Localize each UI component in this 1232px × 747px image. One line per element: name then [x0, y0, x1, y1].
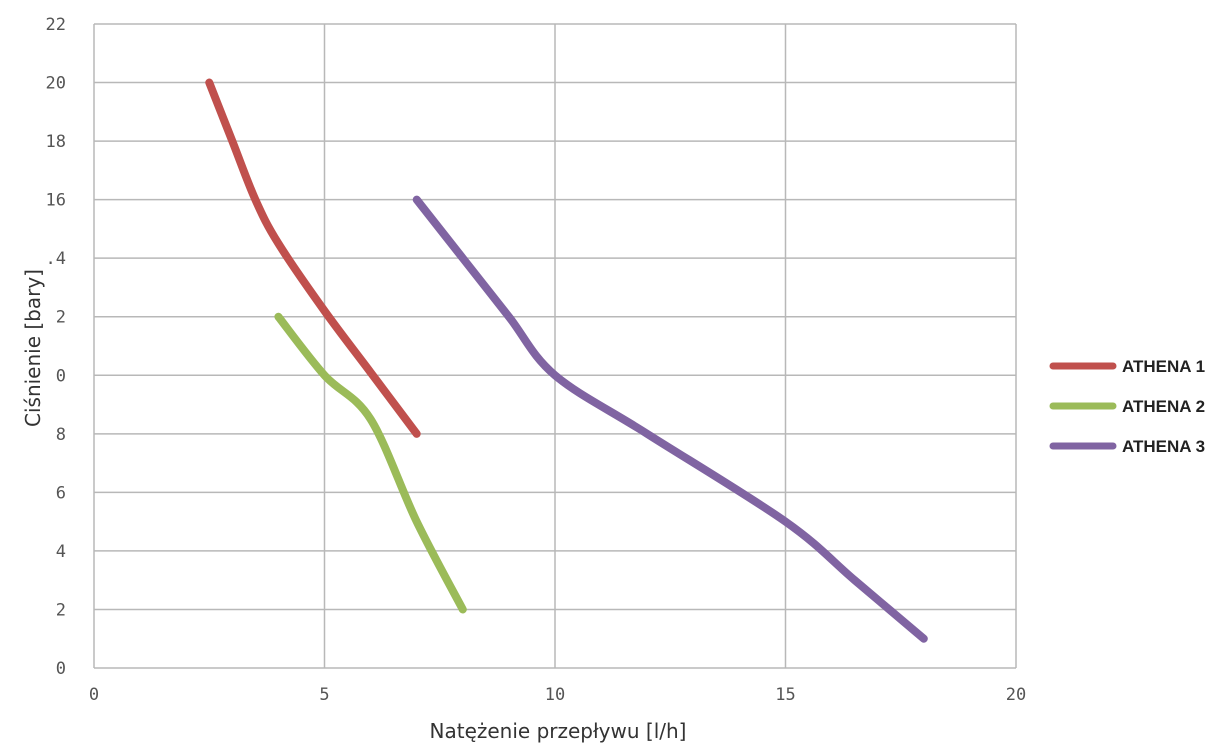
- x-axis-label: Natężenie przepływu [l/h]: [430, 719, 687, 743]
- x-tick-label: 5: [319, 685, 329, 705]
- legend: ATHENA 1 ATHENA 2 ATHENA 3: [1049, 357, 1205, 456]
- y-tick-label: 0: [56, 366, 66, 386]
- series-line-2: [274, 312, 467, 614]
- x-tick-label: 20: [1006, 685, 1026, 705]
- legend-label-2: ATHENA 2: [1122, 397, 1205, 416]
- y-tick-label: 20: [46, 74, 66, 94]
- x-tick-label: 0: [89, 685, 99, 705]
- x-tick-label: 10: [545, 685, 565, 705]
- y-tick-label: 16: [46, 191, 66, 211]
- y-tick-label: 2: [56, 600, 66, 620]
- y-tick-labels: 0 2 4 6 8 0 2 .4 16 18 20 22: [46, 15, 66, 679]
- y-tick-label: 8: [56, 425, 66, 445]
- y-axis-label: Ciśnienie [bary]: [21, 269, 45, 427]
- legend-label-3: ATHENA 3: [1122, 437, 1205, 456]
- series-line-1: [205, 78, 421, 438]
- series-line-3: [412, 195, 928, 643]
- y-tick-label: 22: [46, 15, 66, 35]
- x-tick-labels: 0 5 10 15 20: [89, 685, 1026, 705]
- x-tick-label: 15: [775, 685, 795, 705]
- y-tick-label: 0: [56, 659, 66, 679]
- series-lines: [205, 78, 928, 643]
- y-tick-label: 2: [56, 308, 66, 328]
- legend-label-1: ATHENA 1: [1122, 357, 1205, 376]
- y-tick-label: 18: [46, 132, 66, 152]
- y-tick-label: .4: [46, 249, 66, 269]
- y-tick-label: 6: [56, 483, 66, 503]
- grid: [93, 23, 1017, 669]
- y-tick-label: 4: [56, 542, 66, 562]
